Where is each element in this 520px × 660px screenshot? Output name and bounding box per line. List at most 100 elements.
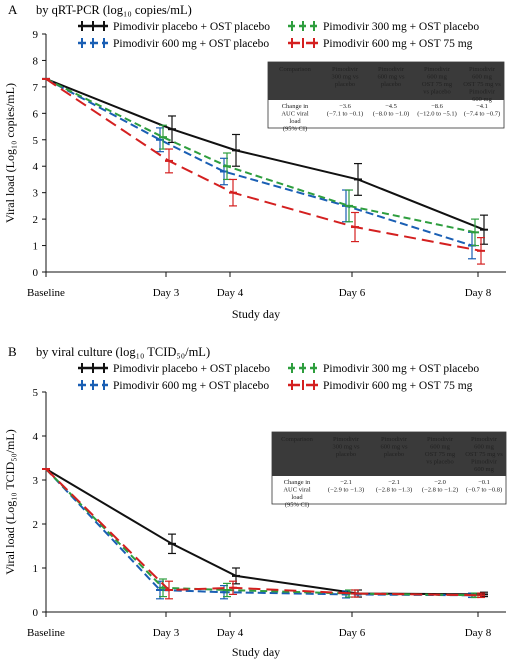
table-header-text: 600 mg vs	[377, 74, 405, 81]
table-header-text: vs placebo	[426, 459, 454, 466]
legend-label: Pimodivir placebo + OST placebo	[113, 363, 270, 375]
table-header-text: Comparison	[281, 436, 314, 443]
legend-label: Pimodivir 600 mg + OST 75 mg	[323, 380, 473, 392]
table-header-text: Pimodivir	[424, 66, 451, 73]
y-tick-label: 3	[33, 188, 39, 200]
table-header-text: 600 mg	[474, 444, 494, 451]
series-line	[45, 468, 476, 597]
table-header-text: OST 75 mg	[425, 451, 456, 458]
table-cell: (−7.1 to −0.1)	[327, 111, 363, 118]
table-header-text: Pimodivir	[427, 436, 454, 443]
table-row-label: AUC viral	[283, 487, 310, 494]
y-tick-label: 5	[33, 387, 39, 399]
y-tick-label: 4	[33, 161, 39, 173]
table-cell: (−12.0 to −5.1)	[417, 111, 456, 118]
x-tick-label: Day 3	[153, 627, 180, 639]
table-header-text: vs placebo	[423, 89, 451, 96]
y-tick-label: 3	[33, 475, 39, 487]
table-cell: −2.0	[434, 479, 446, 486]
table-cell: −4.1	[476, 103, 488, 110]
series-4	[42, 77, 485, 265]
x-tick-label: Baseline	[27, 287, 65, 299]
table-cell: −0.1	[478, 479, 490, 486]
y-axis-label: Viral load (Log₁₀ copies/mL)	[3, 83, 17, 223]
table-header-text: Pimodivir	[471, 459, 498, 466]
legend-item: Pimodivir 600 mg + OST placebo	[78, 380, 269, 392]
y-tick-label: 2	[33, 214, 39, 226]
table-row-label: AUC viral	[281, 111, 308, 118]
table-header-text: Pimodivir	[332, 66, 359, 73]
table-cell: (−2.9 to −1.3)	[328, 487, 364, 494]
y-tick-label: 6	[33, 108, 39, 120]
x-tick-label: Day 8	[465, 627, 492, 639]
legend-item: Pimodivir 600 mg + OST placebo	[78, 38, 269, 50]
x-tick-label: Day 3	[153, 287, 180, 299]
table-header-text: placebo	[336, 451, 356, 458]
table-header-text: OST 75 mg vs	[465, 451, 503, 458]
y-tick-label: 0	[33, 607, 39, 619]
table-cell: −2.1	[340, 479, 352, 486]
y-tick-label: 0	[33, 267, 39, 279]
y-tick-label: 8	[33, 55, 39, 67]
x-tick-label: Day 4	[217, 627, 244, 639]
table-header-text: Pimodivir	[471, 436, 498, 443]
y-tick-label: 9	[33, 29, 39, 41]
table-header-text: placebo	[384, 451, 404, 458]
panel-title: by viral culture (log₁₀ TCID₅₀/mL)	[36, 345, 210, 359]
legend-item: Pimodivir 300 mg + OST placebo	[288, 21, 479, 33]
table-header-bg	[272, 432, 506, 476]
table-header-text: placebo	[381, 81, 401, 88]
table-cell: (−7.4 to −0.7)	[464, 111, 500, 118]
y-tick-label: 7	[33, 82, 39, 94]
legend-item: Pimodivir 600 mg + OST 75 mg	[288, 38, 473, 50]
panel-letter: B	[8, 344, 17, 359]
table-cell: (−8.0 to −1.0)	[373, 111, 409, 118]
table-header-text: 600 mg vs	[380, 444, 408, 451]
legend-item: Pimodivir placebo + OST placebo	[78, 21, 270, 33]
legend-label: Pimodivir placebo + OST placebo	[113, 21, 270, 33]
legend-item: Pimodivir 300 mg + OST placebo	[288, 363, 479, 375]
table-header-text: Comparison	[279, 66, 312, 73]
x-tick-label: Day 6	[339, 627, 366, 639]
panel-letter: A	[8, 2, 18, 17]
x-axis-label: Study day	[232, 645, 280, 659]
y-tick-label: 2	[33, 519, 39, 531]
series-4	[42, 468, 485, 600]
x-tick-label: Day 6	[339, 287, 366, 299]
legend-item: Pimodivir 600 mg + OST 75 mg	[288, 380, 473, 392]
table-header-text: Pimodivir	[381, 436, 408, 443]
legend-label: Pimodivir 600 mg + OST placebo	[113, 380, 269, 392]
table-cell: −3.6	[339, 103, 352, 110]
table-row-label: Change in	[284, 479, 311, 486]
table-cell: (−2.8 to −1.2)	[422, 487, 458, 494]
table-cell: (−0.7 to −0.8)	[466, 487, 502, 494]
table-row-label: Change in	[282, 103, 309, 110]
table-row-label: load	[291, 494, 303, 501]
legend-label: Pimodivir 600 mg + OST 75 mg	[323, 38, 473, 50]
table-header-text: 600 mg	[472, 74, 492, 81]
panel-title: by qRT-PCR (log₁₀ copies/mL)	[36, 3, 192, 17]
table-cell: (−2.8 to −1.3)	[376, 487, 412, 494]
table-header-text: 300 mg vs	[332, 444, 360, 451]
y-tick-label: 1	[33, 563, 39, 575]
table-header-text: Pimodivir	[378, 66, 405, 73]
legend-label: Pimodivir 300 mg + OST placebo	[323, 363, 479, 375]
table-row-label: load	[289, 118, 301, 125]
table-row-label: (95% CI)	[283, 126, 307, 133]
legend-item: Pimodivir placebo + OST placebo	[78, 363, 270, 375]
x-tick-label: Baseline	[27, 627, 65, 639]
table-cell: −8.6	[431, 103, 444, 110]
table-header-text: 600 mg	[474, 466, 494, 473]
series-3	[42, 77, 479, 247]
table-header-text: 600 mg	[472, 96, 492, 103]
table-header-text: 600 mg	[427, 74, 447, 81]
y-tick-label: 1	[33, 241, 39, 253]
y-tick-label: 4	[33, 431, 39, 443]
table-header-text: Pimodivir	[469, 89, 496, 96]
table-header-text: Pimodivir	[469, 66, 496, 73]
legend-label: Pimodivir 300 mg + OST placebo	[323, 21, 479, 33]
x-axis-label: Study day	[232, 307, 280, 321]
